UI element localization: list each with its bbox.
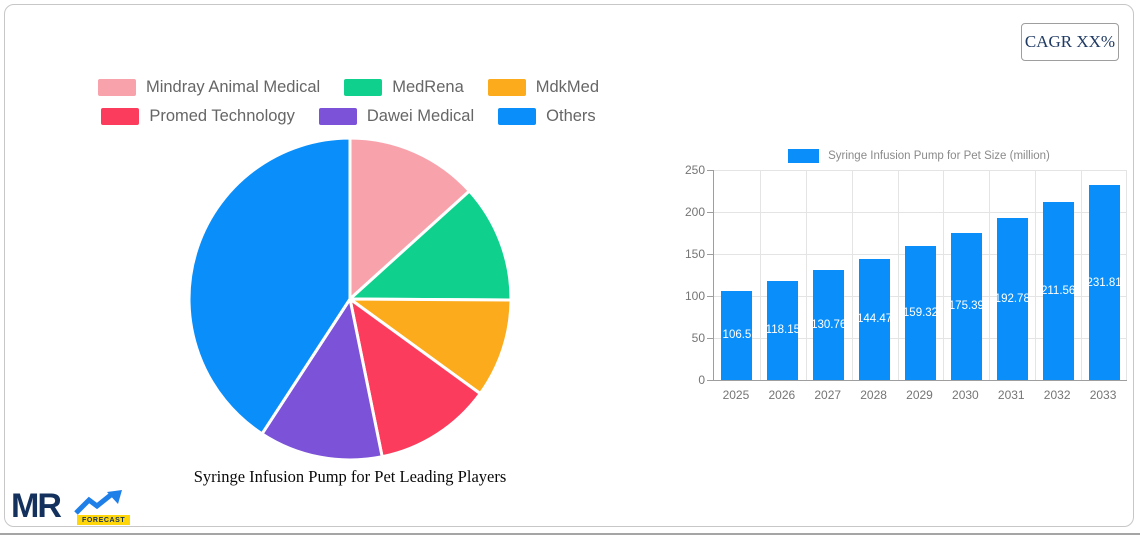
legend-label: Dawei Medical [366,106,475,125]
pie-title: Syringe Infusion Pump for Pet Leading Pl… [193,467,507,486]
y-tick-label: 200 [684,205,705,219]
logo-text: MR [11,487,62,525]
y-tick-mark [707,296,714,297]
pie-legend-item[interactable]: MdkMed [487,77,600,97]
y-tick-label: 250 [684,163,705,177]
pie-legend-item[interactable]: Others [498,107,596,126]
pie-slice-dawei-medical[interactable] [260,297,384,462]
gridline [1035,170,1037,380]
y-tick-label: 50 [691,331,705,345]
legend-label: MdkMed [535,77,600,96]
pie-legend-item[interactable]: Dawei Medical [318,106,475,126]
x-tick-label: 2029 [906,388,933,402]
x-tick-label: 2025 [722,388,750,402]
x-tick-label: 2028 [860,388,887,402]
bar-2033[interactable]: 231.81 [1086,185,1122,380]
bar-legend[interactable]: Syringe Infusion Pump for Pet Size (mill… [709,147,1129,165]
bar-value-label: 175.39 [948,300,984,313]
y-tick-mark [707,254,714,255]
legend-label: Mindray Animal Medical [145,77,321,96]
bar-value-label: 106.5 [722,329,752,342]
gridline [714,212,1127,213]
cagr-badge[interactable]: CAGR XX% [1021,23,1119,61]
pie-legend: Mindray Animal Medical MedRena MdkMed Prome… [56,75,641,133]
bar-2028[interactable]: 144.47 [857,258,893,380]
bar-y-axis: 0 50 100 150 200 250 [653,163,705,387]
legend-label: MedRena [392,77,464,96]
bar-legend-label: Syringe Infusion Pump for Pet Size (mill… [828,150,1050,162]
gridline [714,170,1127,171]
x-tick-label: 2033 [1089,388,1117,402]
bar-2025[interactable]: 106.5 [721,290,753,380]
x-tick-label: 2026 [768,388,796,402]
bar-value-label: 144.47 [857,313,893,326]
bar-value-label: 159.32 [902,307,939,320]
legend-swatch [487,78,526,96]
bar-value-label: 130.76 [811,319,847,332]
bar-2027[interactable]: 130.76 [811,270,847,380]
bar-value-label: 118.15 [765,324,800,337]
pie-slice-mindray-animal-medical[interactable] [348,136,471,301]
x-tick-label: 2032 [1043,388,1071,402]
x-tick-label: 2027 [814,388,842,402]
gridline [1126,170,1127,380]
bar-2026[interactable]: 118.15 [765,280,800,380]
x-tick-label: 2030 [952,388,979,402]
gridline [805,170,807,380]
legend-swatch [498,107,537,125]
bar-plot-area: 106.5 118.15 130.76 144.47 159.32 175.39 192.7… [707,170,1127,381]
logo-badge: FORECAST [77,515,131,525]
mr-forecast-logo[interactable]: MR FORECAST [11,489,131,527]
legend-label: Others [546,106,596,125]
pie-slice-others[interactable] [187,136,352,436]
legend-swatch [97,78,136,96]
pie-slice-promed-technology[interactable] [348,297,482,459]
bar-2029[interactable]: 159.32 [902,246,939,380]
y-tick-label: 150 [684,247,705,261]
gridline [897,170,899,380]
y-tick-mark [707,170,714,171]
gridline [989,170,991,380]
gridline [943,170,945,380]
pie-legend-row: Promed Technology Dawei Medical Others [56,104,641,128]
y-tick-label: 100 [684,289,705,303]
legend-swatch [344,78,383,96]
bar-value-label: 192.78 [994,293,1030,306]
y-tick-mark [707,212,714,213]
legend-label: Promed Technology [149,106,295,125]
bar-2030[interactable]: 175.39 [948,232,984,380]
bar-2032[interactable]: 211.56 [1040,202,1076,380]
legend-swatch [101,107,140,125]
chart-card: CAGR XX% Mindray Animal Medical MedRena Md… [4,4,1134,527]
bar-legend-swatch [788,149,820,163]
pie-slice-mdkmed[interactable] [348,297,513,396]
trend-arrow-icon [74,490,122,515]
bar-2031[interactable]: 192.78 [994,218,1030,380]
y-tick-mark [707,338,714,339]
y-tick-mark [707,380,714,381]
legend-swatch [318,107,357,125]
gridline [1081,170,1083,380]
bar-x-axis: 2025 2026 2027 2028 2029 2030 2031 2032 2033 [713,388,1126,406]
pie-chart [187,136,513,462]
gridline [851,170,853,380]
pie-legend-item[interactable]: Promed Technology [101,107,295,126]
y-tick-label: 0 [698,373,705,387]
bar-value-label: 231.81 [1086,276,1122,289]
x-tick-label: 2031 [997,388,1025,402]
pie-legend-row: Mindray Animal Medical MedRena MdkMed [56,75,641,99]
pie-legend-item[interactable]: MedRena [344,78,464,97]
pie-slice-medrena[interactable] [348,189,513,302]
gridline [759,170,761,380]
pie-legend-item[interactable]: Mindray Animal Medical [97,77,321,97]
bottom-divider [0,533,1140,535]
bar-value-label: 211.56 [1040,285,1076,298]
